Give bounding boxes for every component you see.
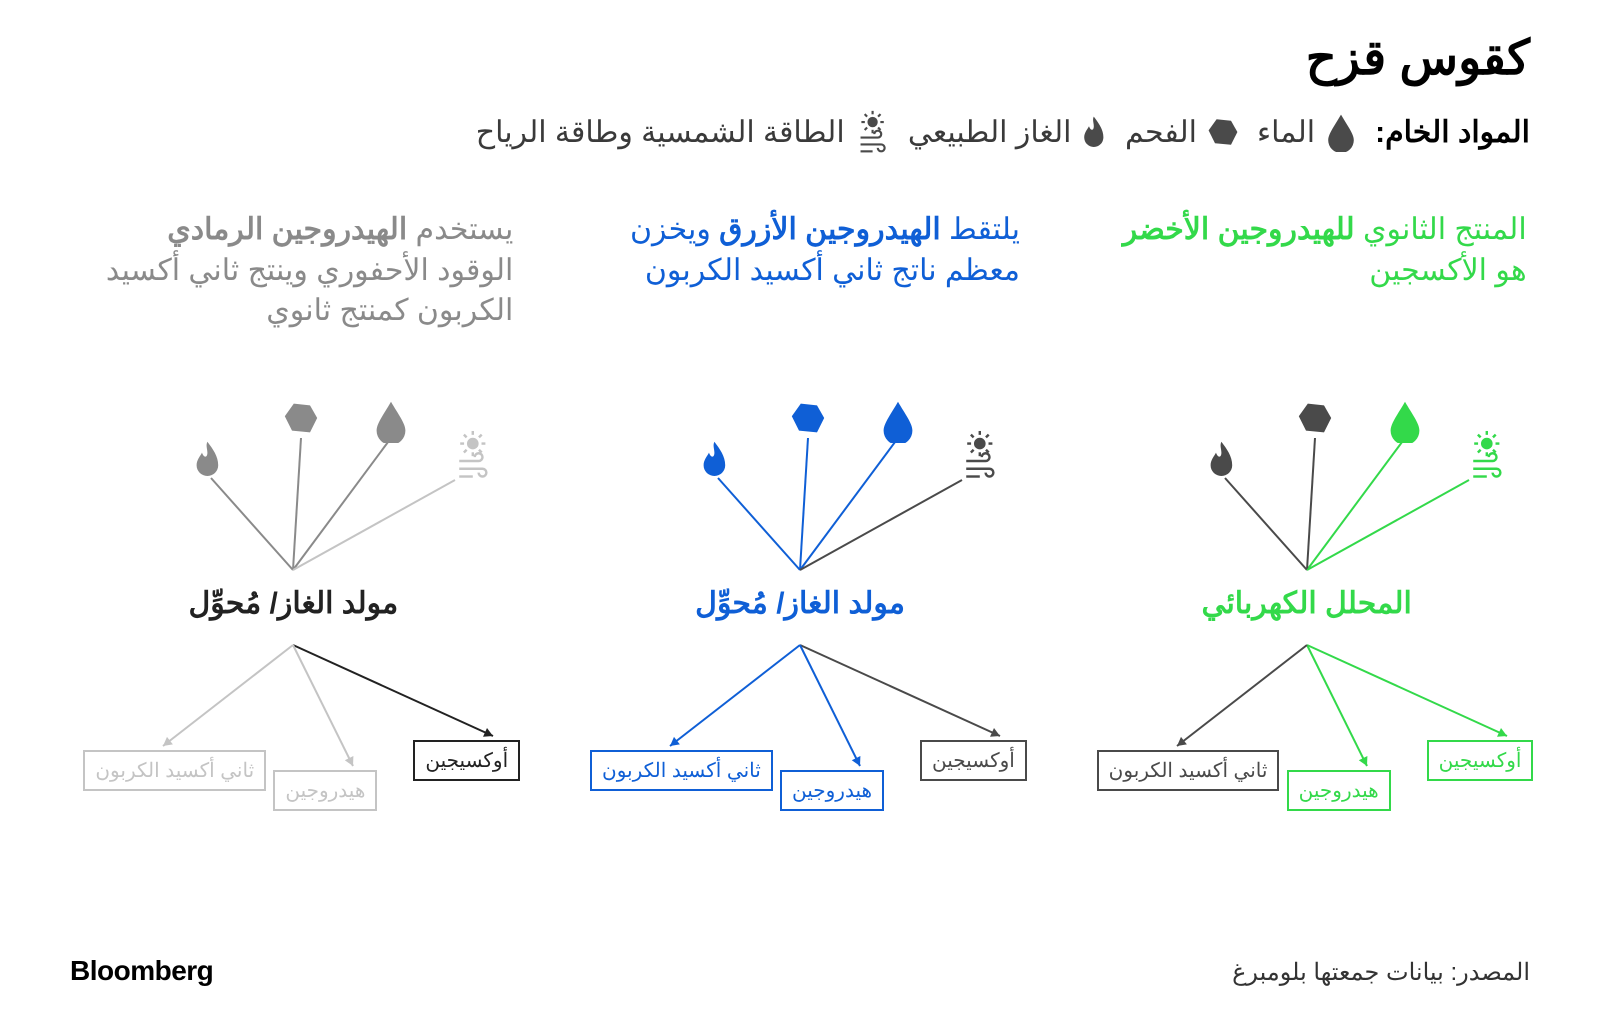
desc-pre: المنتج الثانوي (1355, 213, 1527, 246)
input-diagram (560, 380, 1040, 580)
output-box: ثاني أكسيد الكربون (83, 750, 266, 791)
legend-text: الفحم (1125, 115, 1197, 150)
coal-icon (790, 400, 826, 436)
coal-icon (1297, 400, 1333, 436)
desc-pre: يستخدم (407, 213, 513, 246)
water-icon (880, 400, 916, 443)
coal-icon (283, 400, 319, 436)
source-text: المصدر: بيانات جمعتها بلومبرغ (1232, 958, 1530, 987)
legend-item-water: الماء (1257, 113, 1357, 151)
processor-label: مولد الغاز/ مُحوِّل (695, 586, 905, 621)
column-blue: يلتقط الهيدروجين الأزرق ويخزن معظم ناتج … (560, 210, 1040, 805)
output-diagram: أوكسيجينهيدروجينثاني أكسيد الكربون (1067, 635, 1547, 805)
column-description: يستخدم الهيدروجين الرمادي الوقود الأحفور… (53, 210, 533, 380)
output-box: ثاني أكسيد الكربون (590, 750, 773, 791)
water-icon (1387, 400, 1423, 443)
page-title: كقوس قزح (1306, 30, 1530, 86)
legend-item-sunwind: الطاقة الشمسية وطاقة الرياح (476, 110, 890, 155)
coal-icon (1207, 116, 1239, 148)
input-diagram (1067, 380, 1547, 580)
columns-container: المنتج الثانوي للهيدروجين الأخضر هو الأك… (0, 210, 1600, 805)
desc-strong: للهيدروجين الأخضر (1123, 213, 1355, 246)
sunwind-icon (960, 430, 1000, 480)
output-box: أوكسيجين (413, 740, 520, 781)
output-box: أوكسيجين (1427, 740, 1534, 781)
legend-text: الطاقة الشمسية وطاقة الرياح (476, 115, 845, 150)
sunwind-icon (1467, 430, 1507, 480)
column-grey: يستخدم الهيدروجين الرمادي الوقود الأحفور… (53, 210, 533, 805)
legend-text: الماء (1257, 115, 1315, 150)
brand-logo: Bloomberg (70, 955, 213, 987)
output-box: ثاني أكسيد الكربون (1097, 750, 1280, 791)
processor-label: المحلل الكهربائي (1201, 586, 1411, 621)
legend-item-gas: الغاز الطبيعي (908, 115, 1107, 150)
desc-strong: الهيدروجين الرمادي (167, 213, 407, 246)
output-box: هيدروجين (780, 770, 884, 811)
gas-icon (1207, 440, 1236, 480)
sunwind-icon (855, 110, 890, 155)
output-box: أوكسيجين (920, 740, 1027, 781)
desc-post: هو الأكسجين (1369, 254, 1526, 287)
legend-label: المواد الخام: (1375, 115, 1530, 150)
column-description: المنتج الثانوي للهيدروجين الأخضر هو الأك… (1067, 210, 1547, 380)
output-diagram: أوكسيجينهيدروجينثاني أكسيد الكربون (560, 635, 1040, 805)
input-diagram (53, 380, 533, 580)
output-box: هيدروجين (273, 770, 377, 811)
desc-strong: الهيدروجين الأزرق (719, 213, 941, 246)
column-green: المنتج الثانوي للهيدروجين الأخضر هو الأك… (1067, 210, 1547, 805)
gas-icon (700, 440, 729, 480)
gas-icon (193, 440, 222, 480)
sunwind-icon (453, 430, 493, 480)
legend-item-coal: الفحم (1125, 115, 1239, 150)
desc-pre: يلتقط (941, 213, 1020, 246)
gas-icon (1081, 115, 1107, 150)
water-icon (1325, 113, 1357, 151)
legend-row: المواد الخام: الماء الفحم الغاز الطبيعي الط… (476, 110, 1530, 155)
legend-text: الغاز الطبيعي (908, 115, 1072, 150)
output-box: هيدروجين (1287, 770, 1391, 811)
output-diagram: أوكسيجينهيدروجينثاني أكسيد الكربون (53, 635, 533, 805)
column-description: يلتقط الهيدروجين الأزرق ويخزن معظم ناتج … (560, 210, 1040, 380)
processor-label: مولد الغاز/ مُحوِّل (188, 586, 398, 621)
water-icon (373, 400, 409, 443)
desc-post: الوقود الأحفوري وينتج ثاني أكسيد الكربون… (106, 254, 513, 328)
